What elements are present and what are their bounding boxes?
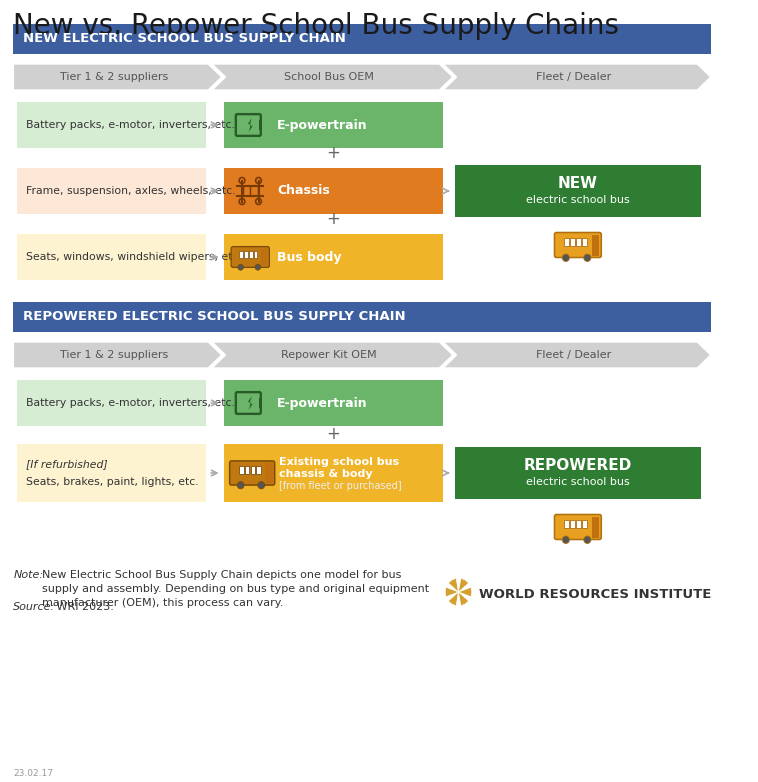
Bar [17,168,206,214]
Text: Source:: Source: [14,602,55,612]
Text: NEW ELECTRIC SCHOOL BUS SUPPLY CHAIN: NEW ELECTRIC SCHOOL BUS SUPPLY CHAIN [23,33,346,45]
Bar [17,380,206,426]
Bar [14,24,711,54]
Polygon shape [448,592,459,606]
Circle shape [562,536,569,543]
Text: Battery packs, e-motor, inverters, etc.: Battery packs, e-motor, inverters, etc. [26,398,235,408]
Polygon shape [443,342,711,368]
Text: Battery packs, e-motor, inverters, etc.: Battery packs, e-motor, inverters, etc. [26,120,235,130]
Polygon shape [212,342,453,368]
Polygon shape [212,64,453,90]
Polygon shape [248,118,252,132]
Text: 23.02.17: 23.02.17 [14,769,53,778]
FancyBboxPatch shape [555,515,601,540]
Bar [250,466,255,474]
Bar [17,444,206,502]
Bar [17,234,206,280]
Text: Fleet / Dealer: Fleet / Dealer [536,350,611,360]
Polygon shape [445,587,459,597]
Text: Fleet / Dealer: Fleet / Dealer [536,72,611,82]
Bar [256,466,261,474]
Bar [582,238,587,246]
Text: NEW: NEW [558,175,598,191]
Bar [576,238,581,246]
Text: Seats, brakes, paint, lights, etc.: Seats, brakes, paint, lights, etc. [26,477,199,487]
Circle shape [255,264,261,271]
Text: [from fleet or purchased]: [from fleet or purchased] [279,481,402,491]
Circle shape [584,254,591,261]
Bar [259,120,262,130]
Text: +: + [327,210,340,228]
Bar [224,234,443,280]
Bar [245,466,249,474]
Text: [If refurbished]: [If refurbished] [26,459,108,469]
Bar [224,168,443,214]
Text: Existing school bus: Existing school bus [279,457,399,467]
Text: New Electric School Bus Supply Chain depicts one model for bus
supply and assemb: New Electric School Bus Supply Chain dep… [42,570,429,608]
Text: E-powertrain: E-powertrain [277,119,368,131]
Bar [592,235,600,256]
Bar [259,398,262,407]
Text: REPOWERED: REPOWERED [524,457,632,472]
Text: Bus body: Bus body [277,250,342,264]
Polygon shape [14,64,221,90]
FancyBboxPatch shape [230,461,274,485]
Bar [582,520,587,528]
Polygon shape [448,578,459,592]
Bar [239,466,243,474]
Polygon shape [443,64,711,90]
Text: Repower Kit OEM: Repower Kit OEM [281,350,377,360]
Text: E-powertrain: E-powertrain [277,396,368,410]
Bar [224,102,443,148]
Circle shape [237,482,244,489]
Bar [262,249,268,265]
Bar [570,238,575,246]
Polygon shape [459,587,472,597]
Text: chassis & body: chassis & body [279,469,372,479]
Circle shape [562,254,569,261]
Bar [254,252,258,258]
Text: School Bus OEM: School Bus OEM [284,72,374,82]
Text: Chassis: Chassis [277,185,330,198]
FancyBboxPatch shape [231,246,269,267]
Polygon shape [14,342,221,368]
Bar [17,102,206,148]
Bar [564,238,568,246]
Bar [240,252,243,258]
FancyBboxPatch shape [555,232,601,257]
Bar [592,516,600,537]
Text: electric school bus: electric school bus [526,195,630,205]
Bar [249,252,252,258]
Polygon shape [459,592,468,606]
Bar [224,380,443,426]
Text: Tier 1 & 2 suppliers: Tier 1 & 2 suppliers [60,350,168,360]
Bar [564,520,568,528]
Bar [14,302,711,332]
Polygon shape [459,578,468,592]
Text: Tier 1 & 2 suppliers: Tier 1 & 2 suppliers [60,72,168,82]
Bar [570,520,575,528]
Bar [576,520,581,528]
Circle shape [258,482,265,489]
Text: +: + [327,425,340,443]
Polygon shape [248,396,252,410]
Circle shape [238,264,243,271]
Bar [455,165,701,217]
Text: WORLD RESOURCES INSTITUTE: WORLD RESOURCES INSTITUTE [480,588,712,601]
Text: REPOWERED ELECTRIC SCHOOL BUS SUPPLY CHAIN: REPOWERED ELECTRIC SCHOOL BUS SUPPLY CHA… [23,310,406,324]
Circle shape [584,536,591,543]
Bar [265,463,273,483]
Text: Note:: Note: [14,570,43,580]
Bar [244,252,248,258]
Text: WRI 2023.: WRI 2023. [54,602,114,612]
Bar [224,444,443,502]
Text: New vs. Repower School Bus Supply Chains: New vs. Repower School Bus Supply Chains [14,12,619,40]
Bar [455,447,701,499]
Text: Frame, suspension, axles, wheels, etc.: Frame, suspension, axles, wheels, etc. [26,186,236,196]
Text: +: + [327,144,340,162]
Text: electric school bus: electric school bus [526,477,630,487]
Text: Seats, windows, windshield wipers, etc.: Seats, windows, windshield wipers, etc. [26,252,242,262]
